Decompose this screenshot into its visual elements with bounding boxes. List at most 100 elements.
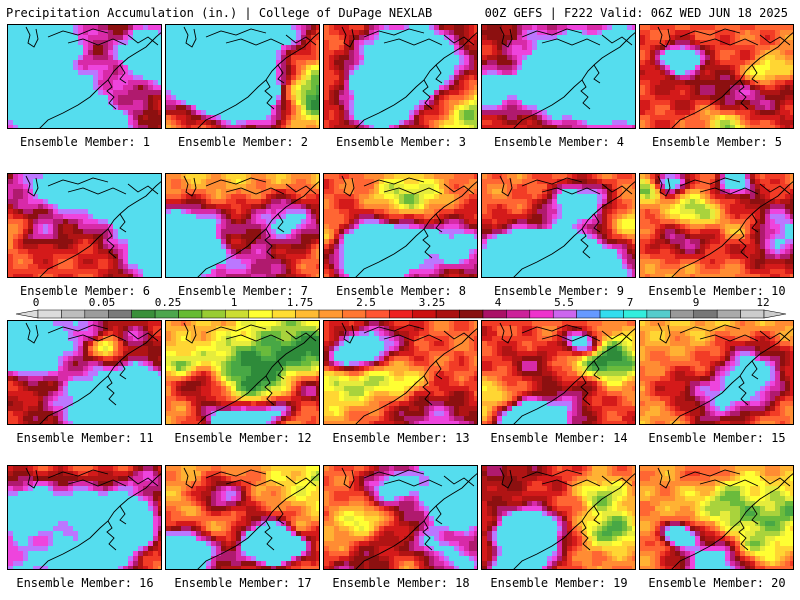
- colorbar-max-arrow: [763, 309, 787, 319]
- ensemble-member-map: [481, 24, 636, 129]
- precip-field: [482, 25, 635, 128]
- colorbar-tick-label: 4: [494, 296, 502, 309]
- ensemble-member-label: Ensemble Member: 12: [174, 431, 312, 445]
- ensemble-member-map: [165, 320, 320, 425]
- precip-field: [166, 466, 319, 569]
- ensemble-member-label: Ensemble Member: 2: [177, 135, 309, 149]
- colorbar-segment: [84, 309, 109, 319]
- colorbar-tick-label: 9: [692, 296, 700, 309]
- ensemble-member-label: Ensemble Member: 9: [493, 284, 625, 298]
- ensemble-member-map: [7, 465, 162, 570]
- ensemble-member-label: Ensemble Member: 4: [493, 135, 625, 149]
- colorbar-segment: [412, 309, 437, 319]
- run-info: 00Z GEFS | F222 Valid: 06Z WED JUN 18 20…: [484, 6, 788, 20]
- colorbar-segment: [225, 309, 250, 319]
- ensemble-member-map: [7, 320, 162, 425]
- precip-field: [324, 466, 477, 569]
- precip-field: [324, 25, 477, 128]
- ensemble-member-map: [7, 173, 162, 278]
- colorbar-segment: [529, 309, 554, 319]
- ensemble-member-map: [481, 320, 636, 425]
- precip-field: [640, 321, 793, 424]
- ensemble-member-label: Ensemble Member: 8: [335, 284, 467, 298]
- colorbar-tick-label: 1.75: [286, 296, 314, 309]
- ensemble-member-label: Ensemble Member: 1: [19, 135, 151, 149]
- colorbar-segment: [459, 309, 484, 319]
- ensemble-member-map: [165, 173, 320, 278]
- precip-field: [640, 466, 793, 569]
- ensemble-member-map: [639, 24, 794, 129]
- colorbar-segment: [506, 309, 531, 319]
- precip-field: [482, 174, 635, 277]
- precip-field: [640, 174, 793, 277]
- precip-field: [482, 466, 635, 569]
- precip-field: [8, 25, 161, 128]
- colorbar-segment: [435, 309, 460, 319]
- colorbar-segment: [389, 309, 413, 319]
- colorbar-segment: [61, 309, 86, 319]
- colorbar-segment: [576, 309, 601, 319]
- ensemble-member-map: [165, 465, 320, 570]
- ensemble-member-map: [639, 320, 794, 425]
- colorbar-segment: [154, 309, 179, 319]
- colorbar-tick-label: 0.05: [88, 296, 116, 309]
- colorbar-min-arrow: [15, 309, 39, 319]
- colorbar-tick-label: 7: [626, 296, 634, 309]
- precip-field: [482, 321, 635, 424]
- ensemble-member-map: [481, 465, 636, 570]
- precip-field: [640, 25, 793, 128]
- colorbar-segment: [131, 309, 156, 319]
- colorbar: [15, 309, 787, 319]
- colorbar-segment: [740, 309, 765, 319]
- ensemble-member-label: Ensemble Member: 14: [490, 431, 628, 445]
- colorbar-segment: [342, 309, 367, 319]
- ensemble-member-label: Ensemble Member: 20: [648, 576, 786, 590]
- chart-title: Precipitation Accumulation (in.) | Colle…: [6, 6, 433, 20]
- ensemble-member-map: [481, 173, 636, 278]
- ensemble-member-label: Ensemble Member: 6: [19, 284, 151, 298]
- colorbar-tick-label: 12: [756, 296, 770, 309]
- colorbar-segment: [271, 309, 296, 319]
- colorbar-segment: [646, 309, 671, 319]
- ensemble-member-label: Ensemble Member: 16: [16, 576, 154, 590]
- colorbar-tick-label: 3.25: [418, 296, 446, 309]
- ensemble-member-map: [323, 173, 478, 278]
- colorbar-segment: [318, 309, 343, 319]
- colorbar-segment: [201, 309, 226, 319]
- ensemble-member-label: Ensemble Member: 15: [648, 431, 786, 445]
- ensemble-member-label: Ensemble Member: 3: [335, 135, 467, 149]
- ensemble-member-map: [323, 465, 478, 570]
- ensemble-member-map: [639, 173, 794, 278]
- colorbar-tick-label: 2.5: [356, 296, 376, 309]
- ensemble-member-label: Ensemble Member: 19: [490, 576, 628, 590]
- ensemble-member-label: Ensemble Member: 17: [174, 576, 312, 590]
- colorbar-tick-label: 0.25: [154, 296, 182, 309]
- ensemble-member-map: [323, 24, 478, 129]
- precip-field: [166, 174, 319, 277]
- colorbar-segment: [178, 309, 203, 319]
- colorbar-segment: [365, 309, 390, 319]
- precip-field: [324, 174, 477, 277]
- colorbar-segment: [670, 309, 694, 319]
- colorbar-tick-label: 1: [230, 296, 238, 309]
- colorbar-tick-label: 5.5: [554, 296, 574, 309]
- ensemble-member-label: Ensemble Member: 10: [648, 284, 786, 298]
- colorbar-segment: [599, 309, 624, 319]
- ensemble-member-label: Ensemble Member: 5: [651, 135, 783, 149]
- colorbar-segment: [716, 309, 741, 319]
- colorbar-segment: [693, 309, 718, 319]
- ensemble-member-map: [7, 24, 162, 129]
- ensemble-member-label: Ensemble Member: 7: [177, 284, 309, 298]
- precip-field: [8, 321, 161, 424]
- ensemble-member-label: Ensemble Member: 18: [332, 576, 470, 590]
- colorbar-segment: [37, 309, 62, 319]
- precip-field: [8, 174, 161, 277]
- colorbar-segment: [482, 309, 507, 319]
- precip-field: [166, 25, 319, 128]
- ensemble-member-label: Ensemble Member: 11: [16, 431, 154, 445]
- precip-field: [8, 466, 161, 569]
- precip-field: [166, 321, 319, 424]
- colorbar-segment: [108, 309, 132, 319]
- ensemble-member-label: Ensemble Member: 13: [332, 431, 470, 445]
- precip-field: [324, 321, 477, 424]
